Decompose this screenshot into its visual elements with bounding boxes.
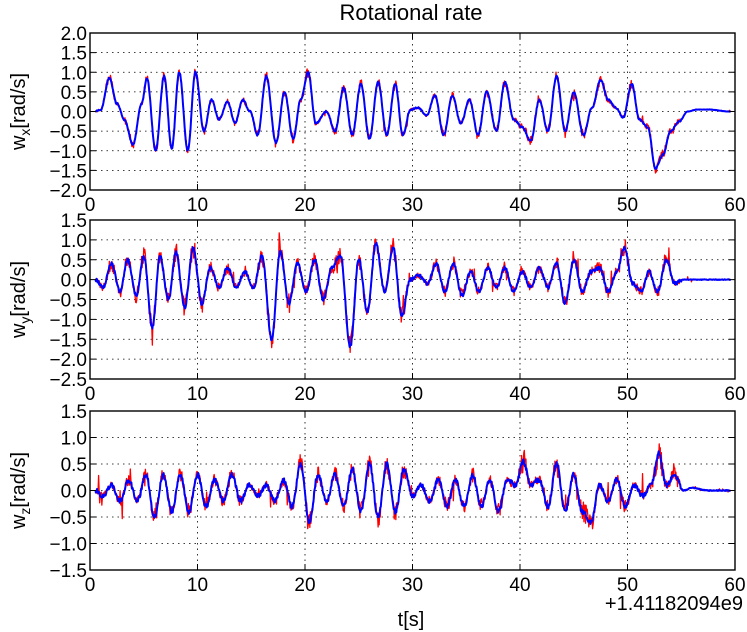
- y-label-symbol: w: [8, 323, 30, 339]
- wy-y-axis-label: wy[rad/s]: [8, 261, 33, 339]
- x-tick-label: 20: [294, 195, 315, 216]
- y-tick-label: −1.0: [49, 142, 87, 163]
- y-tick-label: 1.0: [61, 429, 87, 450]
- wx-subplot: 2.01.51.00.50.0−0.5−1.0−1.5−2.00 10 20 30 40…: [8, 24, 746, 216]
- y-tick-label: 1.0: [61, 63, 87, 84]
- x-tick-label: 50: [617, 195, 638, 216]
- x-tick-label: 60: [724, 575, 745, 596]
- y-tick-label: 0.5: [61, 251, 87, 272]
- x-tick-label: 50: [617, 384, 638, 405]
- wz-y-axis-label: wz[rad/s]: [8, 452, 33, 530]
- y-tick-label: −0.5: [49, 291, 87, 312]
- x-tick-label: 0: [85, 575, 96, 596]
- y-label-unit: [rad/s]: [8, 73, 30, 129]
- y-tick-label: −0.5: [49, 508, 87, 529]
- y-tick-label: −1.0: [49, 310, 87, 331]
- x-tick-label: 60: [724, 195, 745, 216]
- wz-subplot: 1.5 1.0 0.5 0.0 −0.5 −1.0 −1.50 10 20 30 40 50 60 wz[…: [8, 402, 746, 596]
- y-label-unit: [rad/s]: [8, 452, 30, 508]
- y-label-symbol: w: [8, 135, 30, 151]
- x-tick-label: 50: [617, 575, 638, 596]
- wx-y-axis-label: wx[rad/s]: [8, 73, 33, 151]
- x-tick-label: 20: [294, 575, 315, 596]
- x-tick-label: 0: [85, 384, 96, 405]
- x-tick-label: 10: [187, 575, 208, 596]
- y-tick-label: −1.5: [49, 161, 87, 182]
- y-tick-label: 1.0: [61, 231, 87, 252]
- x-axis-label: t[s]: [398, 609, 425, 631]
- x-tick-label: 10: [187, 384, 208, 405]
- y-label-subscript: z: [17, 508, 33, 515]
- wy-filtered-series: [94, 241, 732, 348]
- y-tick-label: −1.5: [49, 561, 87, 582]
- x-tick-label: 40: [509, 384, 530, 405]
- y-label-subscript: x: [17, 129, 33, 136]
- y-tick-label: 0.0: [61, 271, 87, 292]
- y-tick-label: −2.0: [49, 181, 87, 202]
- y-label-symbol: w: [8, 514, 30, 530]
- y-tick-label: 0.0: [61, 103, 87, 124]
- x-tick-label: 10: [187, 195, 208, 216]
- y-tick-label: 1.5: [61, 402, 87, 423]
- wy-subplot: 1.51.00.50.0−0.5−1.0−1.5−2.0−2.50 10 20 30 4…: [8, 211, 746, 405]
- x-tick-label: 0: [85, 195, 96, 216]
- y-tick-label: 2.0: [61, 24, 87, 45]
- y-tick-label: 0.5: [61, 83, 87, 104]
- y-tick-label: 1.5: [61, 211, 87, 232]
- y-tick-label: 1.5: [61, 44, 87, 65]
- y-tick-label: 0.5: [61, 455, 87, 476]
- x-tick-label: 40: [509, 575, 530, 596]
- y-tick-label: −2.5: [49, 370, 87, 391]
- chart-title: Rotational rate: [339, 0, 482, 25]
- y-tick-label: −1.0: [49, 535, 87, 556]
- x-tick-label: 30: [402, 195, 423, 216]
- x-tick-label: 30: [402, 575, 423, 596]
- x-tick-label: 40: [509, 195, 530, 216]
- y-tick-label: −1.5: [49, 330, 87, 351]
- y-label-subscript: y: [17, 317, 33, 324]
- y-label-unit: [rad/s]: [8, 261, 30, 317]
- y-tick-label: 0.0: [61, 482, 87, 503]
- y-tick-label: −0.5: [49, 122, 87, 143]
- wy-raw-series: [95, 232, 732, 353]
- wx-filtered-series: [94, 70, 732, 170]
- x-tick-label: 20: [294, 384, 315, 405]
- x-tick-label: 30: [402, 384, 423, 405]
- x-offset-label: +1.41182094e9: [605, 593, 743, 615]
- wz-filtered-series: [94, 450, 732, 525]
- y-tick-label: −2.0: [49, 350, 87, 371]
- x-tick-label: 60: [724, 384, 745, 405]
